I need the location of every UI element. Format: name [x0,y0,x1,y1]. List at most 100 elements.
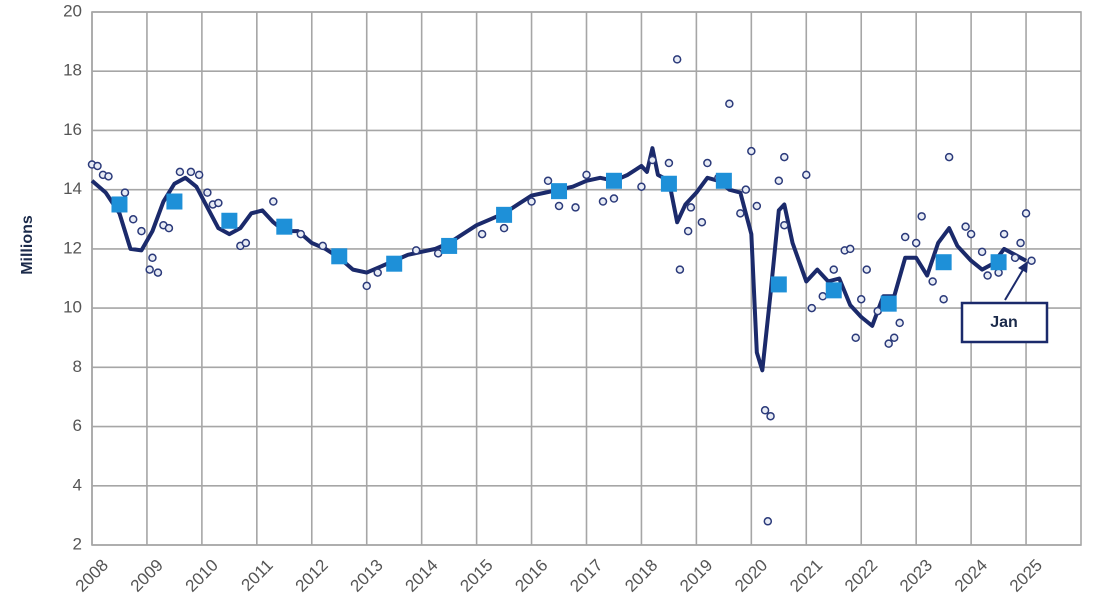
data-point [1010,253,1020,263]
x-tick-label: 2010 [182,556,222,596]
data-point [851,333,860,342]
data-point [527,197,536,206]
data-point [917,212,926,221]
data-point [686,203,696,212]
x-tick-label: 2025 [1006,556,1046,596]
data-point [433,249,443,258]
y-tick-label: 16 [63,120,82,139]
data-point [1016,238,1025,248]
y-tick-label: 18 [63,61,82,80]
data-point [983,271,992,280]
x-tick-label: 2019 [676,556,716,596]
data-point [895,318,904,328]
x-tick-label: 2008 [72,556,112,596]
data-point [766,411,775,421]
y-tick-label: 10 [63,298,82,317]
annual-marker [276,218,293,235]
x-tick-label: 2023 [896,556,936,596]
x-tick-label: 2022 [841,556,881,596]
arrow-head [1018,261,1028,273]
data-point [683,226,693,236]
data-point [241,238,251,248]
data-point [763,517,773,526]
y-tick-label: 14 [63,179,82,198]
data-point [862,265,871,274]
data-point [977,247,987,257]
y-tick-label: 2 [73,534,82,553]
data-point [697,217,707,227]
annual-marker [880,295,897,312]
data-point [186,167,196,177]
data-point [318,241,328,251]
data-point [780,220,789,230]
annual-marker [166,193,183,210]
data-point [774,176,784,186]
annual-marker [496,206,513,223]
data-point [571,203,580,212]
annual-marker [221,212,238,229]
x-tick-label: 2014 [401,556,441,596]
data-point [104,172,113,181]
data-point [939,294,948,304]
x-tick-label: 2012 [292,556,332,596]
data-point [609,194,619,203]
marks [87,55,1036,526]
x-tick-label: 2009 [127,556,167,596]
y-tick-label: 20 [63,1,82,20]
annual-marker [386,255,403,272]
data-point [780,152,789,162]
data-point [703,158,712,168]
data-point [966,229,976,239]
x-tick-label: 2011 [238,556,277,595]
data-point [856,294,866,304]
data-line [90,146,1028,373]
annual-marker [715,172,732,189]
x-tick-label: 2013 [347,556,387,596]
data-point [747,146,756,156]
data-point [961,222,970,231]
data-point [900,232,910,242]
y-axis-label: Millions [19,215,36,275]
annual-marker [551,183,568,200]
data-point [499,223,509,233]
data-point [120,188,130,197]
data-point [760,406,770,415]
plot-border [91,11,1082,546]
data-point [818,292,828,301]
data-point [829,265,838,274]
data-point [889,333,899,342]
data-point [884,339,893,348]
x-tick-label: 2020 [731,556,771,596]
y-tick-label: 4 [73,475,82,494]
data-point [411,246,421,255]
data-point [911,238,921,248]
annual-marker [935,254,952,271]
annual-marker [990,254,1007,271]
grid [91,11,1082,546]
data-point [664,158,674,168]
data-point [153,268,163,277]
data-point [93,161,102,171]
data-point [752,201,762,211]
y-tick-label: 12 [63,238,82,257]
y-tick-label: 6 [73,416,82,435]
annotation: Jan [990,314,1018,331]
data-point [269,197,278,206]
data-point [672,55,682,64]
data-point [944,152,954,162]
data-point [807,303,817,313]
data-point [373,268,382,277]
data-point [598,197,608,206]
data-point [137,226,146,236]
x-tick-label: 2015 [456,556,496,596]
data-point [928,277,937,286]
annual-marker [825,282,842,299]
data-point [736,209,745,218]
data-point [802,170,811,180]
annual-marker [605,172,622,189]
data-point [741,185,751,194]
data-point [1021,209,1031,218]
data-point [725,99,734,109]
data-point [675,265,685,274]
